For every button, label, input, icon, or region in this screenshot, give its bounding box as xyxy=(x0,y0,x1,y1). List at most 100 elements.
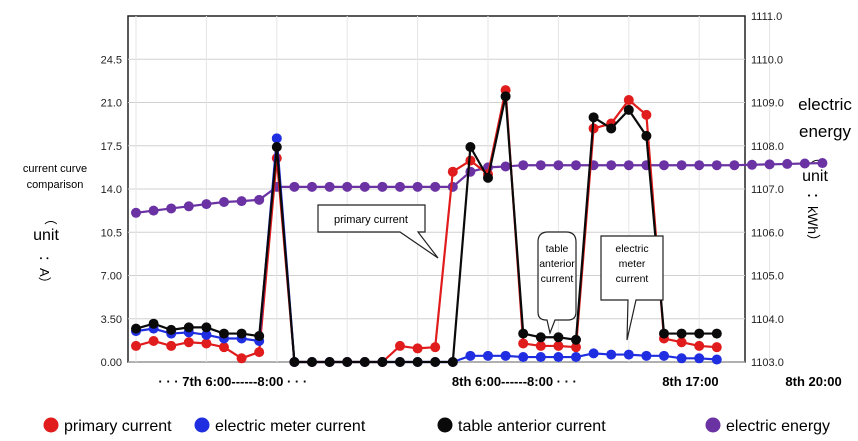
electric-meter-current-point xyxy=(571,352,581,363)
primary-current-point xyxy=(535,340,546,351)
primary-current-point xyxy=(465,155,476,166)
table-anterior-current-point xyxy=(166,324,177,335)
left-tick-label: 24.5 xyxy=(101,54,122,66)
primary-current-point xyxy=(201,338,212,349)
primary-current-point xyxy=(254,347,265,358)
electric-meter-current-point xyxy=(588,348,599,359)
callout-table-anterior-current: table anterior current xyxy=(537,231,577,336)
callout-electric-meter-current: electric meter current xyxy=(600,235,664,341)
table-anterior-current-point xyxy=(236,328,247,339)
left-tick-label: 7.00 xyxy=(101,271,122,283)
table-anterior-current-point xyxy=(606,123,617,134)
table-anterior-current-point xyxy=(131,323,141,334)
electric-energy-point xyxy=(659,160,669,171)
electric-energy-point xyxy=(166,203,177,214)
callout-bubble xyxy=(537,231,577,336)
primary-current-point xyxy=(131,340,141,351)
electric-energy-point xyxy=(747,159,757,170)
legend-item: electric energy xyxy=(705,417,830,435)
primary-current-point xyxy=(148,335,159,346)
electric-meter-current-point xyxy=(483,350,493,361)
right-tick-label: 1109.0 xyxy=(751,98,784,110)
electric-meter-current-point xyxy=(694,353,705,364)
left-axis-unit-paren: （ xyxy=(43,212,58,225)
legend-marker xyxy=(437,417,453,433)
callouts: primary currenttableanteriorcurrentelect… xyxy=(317,204,664,341)
primary-current-point xyxy=(183,337,194,348)
right-tick-label: 1103.0 xyxy=(751,357,784,369)
table-anterior-current-point xyxy=(289,357,300,367)
table-anterior-current-point xyxy=(623,104,634,115)
table-anterior-current-point xyxy=(659,328,669,339)
left-axis-ticks: 0.00 3.50 7.00 10.5 14.0 17.5 21.0 24.5 xyxy=(101,54,122,369)
electric-energy-point xyxy=(430,181,441,192)
x-axis-labels: · · · 7th 6:00------8:00 · · · 8th 6:00--… xyxy=(158,374,841,389)
electric-energy-point xyxy=(764,159,775,170)
electric-energy-point xyxy=(236,196,247,207)
electric-energy-point xyxy=(606,160,617,171)
electric-energy-point xyxy=(201,199,212,210)
electric-meter-current-point xyxy=(271,133,282,144)
right-tick-label: 1107.0 xyxy=(751,184,784,196)
table-anterior-current-point xyxy=(219,328,229,339)
legend-marker xyxy=(705,417,721,433)
right-axis-title-line: electric xyxy=(798,95,852,114)
table-anterior-current-point xyxy=(694,328,705,339)
primary-current-point xyxy=(447,166,458,177)
table-anterior-current-point xyxy=(641,130,652,141)
electric-energy-point xyxy=(465,166,476,177)
electric-energy-point xyxy=(676,160,687,171)
electric-meter-current-point xyxy=(465,350,476,361)
primary-current-point xyxy=(641,109,652,120)
electric-energy-point xyxy=(500,161,511,172)
electric-meter-current-point xyxy=(606,349,617,360)
left-axis-unit-text: unit xyxy=(33,227,59,244)
right-tick-label: 1111.0 xyxy=(751,11,782,23)
electric-energy-point xyxy=(623,160,634,171)
legend-item: table anterior current xyxy=(437,417,606,435)
right-axis-title-line: energy xyxy=(799,122,851,141)
legend-marker xyxy=(43,417,59,433)
table-anterior-current-point xyxy=(254,331,265,342)
left-tick-label: 17.5 xyxy=(101,141,122,153)
electric-meter-current-point xyxy=(500,350,511,361)
electric-energy-point xyxy=(711,160,722,171)
table-anterior-current-point xyxy=(447,357,458,367)
electric-energy-point xyxy=(289,181,300,192)
primary-current-point xyxy=(430,342,441,353)
electric-energy-point xyxy=(219,196,229,207)
primary-current-point xyxy=(518,338,529,349)
right-tick-label: 1104.0 xyxy=(751,314,784,326)
electric-energy-point xyxy=(447,181,458,192)
callout-bubble xyxy=(317,204,439,259)
legend-item: electric meter current xyxy=(194,417,366,435)
primary-current-point xyxy=(553,340,564,351)
electric-meter-current-point xyxy=(623,349,634,360)
table-anterior-current-point xyxy=(324,357,335,367)
table-anterior-current-point xyxy=(465,141,476,152)
electric-energy-point xyxy=(817,158,828,169)
electric-energy-point xyxy=(183,201,194,212)
primary-current-point xyxy=(395,340,405,351)
callout-text: meter xyxy=(619,258,646,270)
electric-energy-point xyxy=(535,160,546,171)
electric-energy-point xyxy=(694,160,705,171)
legend-marker xyxy=(194,417,210,433)
primary-current-point xyxy=(676,337,687,348)
left-tick-label: 14.0 xyxy=(101,184,122,196)
table-anterior-current-point xyxy=(553,332,564,343)
table-anterior-current-point xyxy=(395,357,405,367)
table-anterior-current-point xyxy=(342,357,353,367)
right-tick-label: 1105.0 xyxy=(751,271,784,283)
table-anterior-current-point xyxy=(377,357,388,367)
left-axis-label: current curve comparison （ unit ：A） xyxy=(23,163,87,290)
legend-label: table anterior current xyxy=(458,418,606,435)
left-axis-unit-symbol: ：A） xyxy=(37,255,52,290)
primary-current-point xyxy=(711,342,722,353)
left-tick-label: 21.0 xyxy=(101,98,122,110)
legend-label: electric energy xyxy=(726,418,830,435)
legend-label: electric meter current xyxy=(215,418,366,435)
